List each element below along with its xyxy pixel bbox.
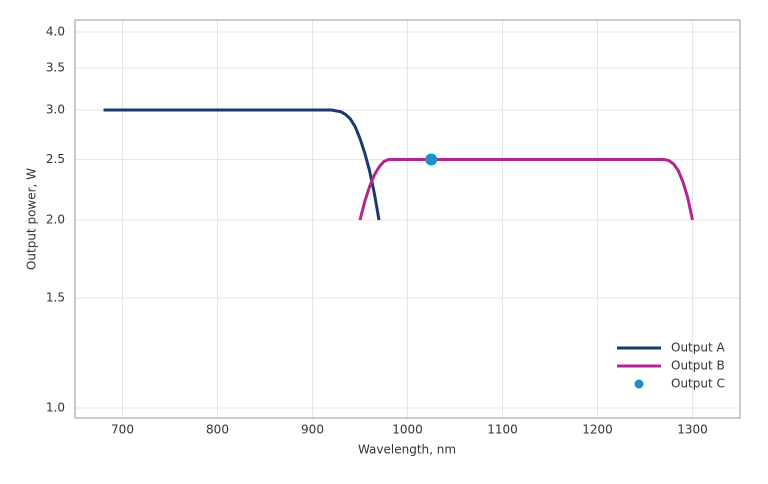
- y-tick-label: 2.0: [46, 212, 65, 226]
- y-tick-label: 1.0: [46, 401, 65, 415]
- x-tick-label: 700: [111, 423, 134, 437]
- x-tick-label: 800: [206, 423, 229, 437]
- y-tick-label: 1.5: [46, 291, 65, 305]
- y-axis-label: Output power, W: [25, 168, 39, 270]
- x-axis-label: Wavelength, nm: [358, 443, 456, 457]
- y-tick-label: 3.0: [46, 102, 65, 116]
- x-tick-label: 900: [301, 423, 324, 437]
- x-tick-label: 1200: [582, 423, 613, 437]
- x-tick-label: 1100: [487, 423, 518, 437]
- x-tick-label: 1000: [392, 423, 423, 437]
- y-tick-label: 2.5: [46, 152, 65, 166]
- plot-frame: [74, 19, 741, 419]
- legend-label: Output A: [671, 341, 725, 355]
- x-tick-label: 1300: [677, 423, 708, 437]
- legend-marker: [634, 379, 644, 389]
- point: [425, 153, 438, 166]
- legend-label: Output B: [671, 359, 725, 373]
- line: [103, 108, 381, 221]
- y-tick-label: 4.0: [46, 24, 65, 38]
- legend-label: Output C: [671, 377, 725, 391]
- y-tick-label: 3.5: [46, 61, 65, 75]
- line: [358, 157, 694, 221]
